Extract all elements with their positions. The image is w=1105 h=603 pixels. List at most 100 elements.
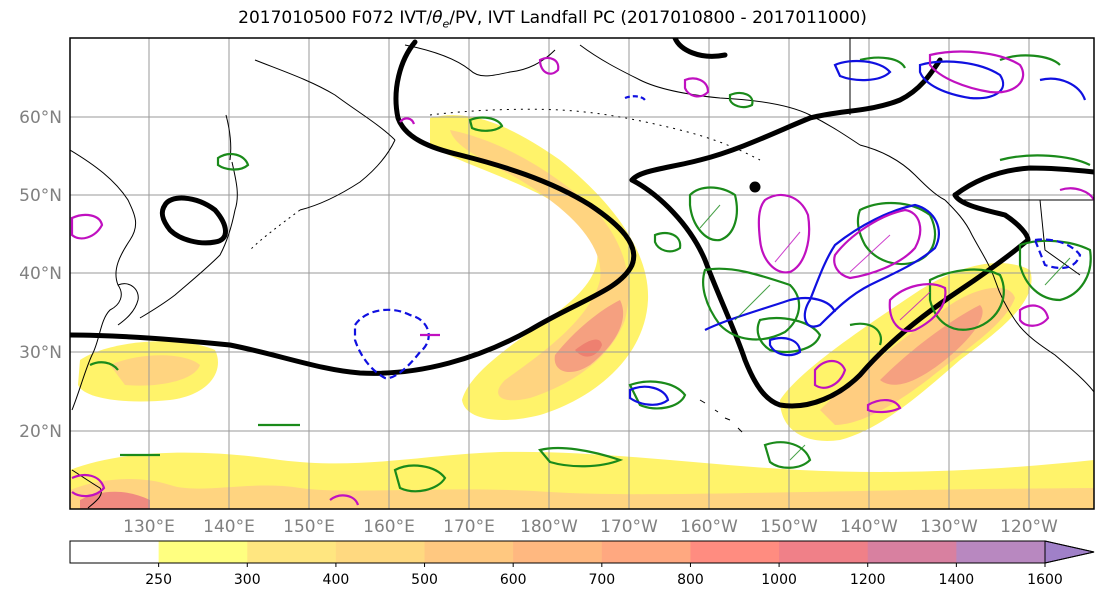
title-suffix: /PV, IVT Landfall PC (2017010800 - 20170… — [449, 8, 867, 28]
colorbar-swatch — [601, 541, 691, 563]
lat-label: 40°N — [19, 264, 62, 284]
green-contour-6 — [999, 154, 1091, 166]
pv-contour-top — [672, 38, 728, 59]
blue-contour-5 — [918, 60, 1005, 100]
green-contour-11 — [538, 446, 624, 468]
pv-contour-alaska — [629, 57, 943, 183]
green-contour-17 — [859, 56, 906, 69]
coast-kamchatka — [299, 139, 396, 211]
green-contour-19 — [120, 322, 883, 457]
green-contour-13 — [468, 116, 504, 132]
coast-alaska-gulf — [859, 144, 946, 201]
ivt-patch-west-inner — [110, 355, 200, 386]
colorbar-outline — [69, 540, 1095, 564]
pv-dot — [749, 181, 761, 193]
coast-korea — [117, 283, 139, 326]
magenta-contour-8 — [538, 56, 560, 75]
pv-contour-east-trough — [629, 177, 1031, 409]
ivt-plume-central-core — [554, 300, 624, 373]
green-contour-9 — [628, 380, 687, 410]
blue-contour-6 — [1039, 77, 1087, 101]
magenta-contour-6 — [1018, 304, 1050, 327]
magenta-contour-4 — [813, 359, 847, 389]
green-contour-8 — [393, 464, 447, 493]
blue-contour-dashed-1 — [353, 308, 430, 380]
colorbar-tick-label: 500 — [411, 572, 438, 588]
colorbar-swatch — [779, 541, 869, 563]
colorbar-swatch — [70, 541, 160, 563]
coast-okhotsk — [254, 59, 396, 141]
green-contour-3 — [756, 317, 822, 353]
magenta-contour-1 — [757, 193, 811, 274]
pv-contour-na-loop — [952, 192, 1031, 243]
green-contour-7 — [1018, 239, 1092, 302]
lon-label: 160°E — [363, 517, 415, 537]
hatching — [699, 204, 1071, 461]
blue-contour-7 — [628, 385, 670, 406]
lon-label: 180°W — [520, 517, 578, 537]
pv-contour-na — [952, 165, 1094, 198]
colorbar-tick-label: 600 — [500, 572, 527, 588]
coast-kurils — [249, 209, 301, 251]
green-contour-18 — [89, 361, 119, 371]
coast-sakhalin — [225, 114, 232, 161]
pv-contours — [70, 38, 1094, 409]
green-contour-15 — [653, 231, 682, 253]
blue-contour-dashed-3 — [624, 95, 646, 101]
colorbar-extend-arrow — [1044, 540, 1095, 564]
lon-label: 170°W — [600, 517, 658, 537]
colorbar-tick-label: 1600 — [1027, 572, 1063, 588]
green-contour-5 — [928, 268, 1005, 331]
colorbar-swatch — [158, 541, 248, 563]
colorbar-swatch — [424, 541, 514, 563]
magenta-contour-10 — [70, 213, 104, 240]
blue-contour-dashed-2 — [1033, 238, 1082, 270]
green-contour-14 — [728, 91, 754, 109]
colorbar-swatch — [956, 541, 1046, 563]
magenta-contour-15 — [1059, 187, 1094, 201]
ivt-shading — [70, 115, 1094, 509]
colorbar-tick-label: 1200 — [850, 572, 886, 588]
pv-contour-main — [70, 39, 637, 376]
lon-label: 160°W — [680, 517, 738, 537]
lon-label: 120°W — [1000, 517, 1058, 537]
lon-label: 140°W — [840, 517, 898, 537]
blue-contour-2 — [704, 296, 837, 331]
colorbar-tick-label: 700 — [588, 572, 615, 588]
lat-label: 50°N — [19, 186, 62, 206]
magenta-contour-3 — [888, 283, 947, 333]
pv-contour-japan-loop — [159, 195, 228, 246]
green-contours — [89, 54, 1092, 493]
magenta-contour-12 — [329, 494, 360, 506]
coast-na-west — [944, 199, 1094, 393]
lat-label: 60°N — [19, 108, 62, 128]
colorbar-tick-label: 250 — [145, 572, 172, 588]
lon-label: 170°E — [443, 517, 495, 537]
ivt-band-south-mid — [70, 478, 1094, 509]
lon-label: 140°E — [203, 517, 255, 537]
magenta-contour-9 — [683, 77, 710, 98]
colorbar-tick-label: 1400 — [939, 572, 975, 588]
magenta-contour-5 — [866, 399, 902, 414]
graticule — [70, 38, 1094, 509]
map-content — [70, 38, 1094, 509]
blue-contours — [353, 59, 1087, 406]
title-prefix: 2017010500 F072 IVT/ — [238, 8, 433, 28]
green-contour-10 — [763, 441, 812, 469]
hatching-magenta — [774, 231, 931, 321]
map-title: 2017010500 F072 IVT/θe/PV, IVT Landfall … — [0, 8, 1105, 30]
magenta-contour-7 — [928, 50, 1025, 94]
green-contour-2 — [702, 267, 801, 341]
colorbar-tick-label: 800 — [677, 572, 704, 588]
magenta-contours — [70, 50, 1094, 506]
colorbar-swatches — [70, 541, 1046, 563]
lat-label: 20°N — [19, 422, 62, 442]
latitude-labels: 60°N 50°N 40°N 30°N 20°N — [19, 108, 62, 442]
lat-label: 30°N — [19, 343, 62, 363]
colorbar: 250 300 400 500 600 700 800 1000 1200 1400 1600 — [69, 540, 1095, 588]
blue-contour-4 — [833, 59, 892, 82]
magenta-contour-13 — [71, 473, 106, 498]
colorbar-ticks: 250 300 400 500 600 700 800 1000 1200 1400 1600 — [145, 563, 1063, 588]
ivt-band-south-core — [80, 491, 150, 509]
lon-label: 130°W — [920, 517, 978, 537]
